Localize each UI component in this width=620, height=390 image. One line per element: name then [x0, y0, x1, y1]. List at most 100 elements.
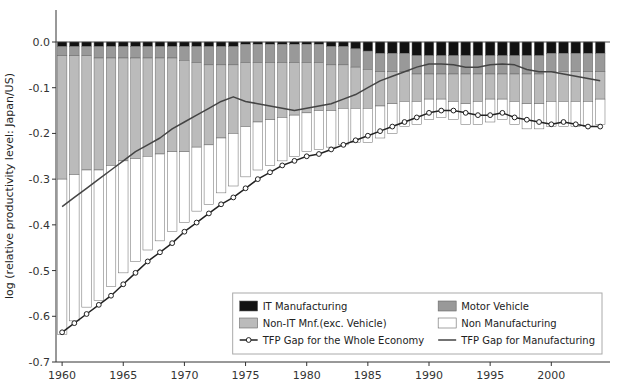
bar-segment [253, 63, 263, 122]
line-point [219, 202, 224, 207]
bar-segment [57, 42, 67, 47]
line-point [524, 117, 529, 122]
x-tick [367, 362, 368, 366]
y-tick [52, 87, 56, 88]
bar-segment [70, 42, 80, 47]
line-point [231, 195, 236, 200]
bar-segment [167, 58, 177, 152]
bar-segment [436, 99, 446, 117]
line [62, 64, 600, 207]
bar-segment [253, 42, 263, 44]
bar-segment [216, 47, 226, 65]
line-point [365, 133, 370, 138]
legend-label: Motor Vehicle [461, 301, 529, 312]
bar-segment [241, 42, 251, 44]
x-tick-label: 1960 [48, 369, 76, 382]
y-tick [52, 224, 56, 225]
line-point [512, 115, 517, 120]
bar-segment [265, 42, 275, 44]
y-tick [52, 179, 56, 180]
bar-segment [290, 44, 300, 62]
bar-segment [70, 47, 80, 56]
y-tick-label: -0.5 [29, 265, 50, 278]
bar-segment [461, 56, 471, 74]
bar-segment [82, 42, 92, 47]
legend-swatch [438, 301, 456, 311]
bar-segment [180, 47, 190, 61]
bar-segment [118, 58, 128, 161]
x-tick-label: 1980 [293, 369, 321, 382]
bar-segment [94, 42, 104, 47]
bar-segment [131, 159, 141, 262]
bar-segment [265, 44, 275, 62]
legend-label: Non Manufacturing [461, 318, 557, 329]
y-axis [56, 10, 57, 362]
bar-segment [583, 42, 593, 53]
bar-segment [595, 72, 605, 99]
bar-segment [94, 58, 104, 170]
bar-segment [339, 47, 349, 65]
bar-segment [351, 67, 361, 108]
bar-segment [571, 42, 581, 53]
bar-segment [57, 179, 67, 334]
y-tick-label: -0.3 [29, 173, 50, 186]
bar-segment [265, 120, 275, 166]
legend-swatch [240, 301, 258, 311]
line-point [402, 120, 407, 125]
bar-segment [167, 42, 177, 47]
x-tick-label: 1990 [415, 369, 443, 382]
x-tick-label: 1975 [232, 369, 260, 382]
bar-segment [167, 47, 177, 58]
line-point [268, 170, 273, 175]
bar-segment [277, 117, 287, 160]
line-point [500, 110, 505, 115]
bar-segment [204, 42, 214, 47]
bar-segment [118, 161, 128, 273]
bar-segment [363, 42, 373, 51]
line-point [292, 158, 297, 163]
bar-segment [131, 42, 141, 47]
chart: 0.0-0.1-0.2-0.3-0.4-0.5-0.6-0.7196019651… [0, 0, 620, 390]
bar-segment [424, 99, 434, 120]
line-point [206, 211, 211, 216]
bar-segment [522, 56, 532, 74]
y-tick [52, 133, 56, 134]
line-point [390, 124, 395, 129]
bar-segment [277, 42, 287, 44]
line-point [561, 120, 566, 125]
line-point [194, 220, 199, 225]
bar-segment [204, 65, 214, 145]
line-point [414, 115, 419, 120]
bar-segment [534, 42, 544, 56]
legend-swatch [438, 339, 456, 341]
bar-segment [57, 56, 67, 179]
bar-segment [351, 108, 361, 142]
bar-segment [473, 101, 483, 124]
legend-item: TFP Gap for Manufacturing [438, 335, 595, 346]
bar-segment [265, 63, 275, 120]
bar-segment [94, 47, 104, 58]
bar-segment [375, 53, 385, 71]
line-point [96, 302, 101, 307]
legend-label: TFP Gap for Manufacturing [460, 335, 595, 346]
bar-segment [241, 44, 251, 62]
bar-segment [583, 72, 593, 102]
bar-segment [595, 99, 605, 124]
bar-segment [192, 42, 202, 47]
bar-segment [118, 42, 128, 47]
bar-segment [314, 63, 324, 111]
bar-segment [155, 154, 165, 241]
bar-segment [473, 42, 483, 56]
bar-segment [204, 47, 214, 65]
y-tick-label: -0.4 [29, 219, 50, 232]
bar-segment [216, 138, 226, 193]
bar-segment [180, 152, 190, 223]
bar-segment [229, 65, 239, 134]
bar-segment [229, 42, 239, 47]
line-point [109, 293, 114, 298]
bar-segment [326, 111, 336, 148]
y-tick-label: -0.2 [29, 127, 50, 140]
line-point [158, 250, 163, 255]
bar-segment [314, 42, 324, 44]
bar-segment [106, 58, 116, 165]
